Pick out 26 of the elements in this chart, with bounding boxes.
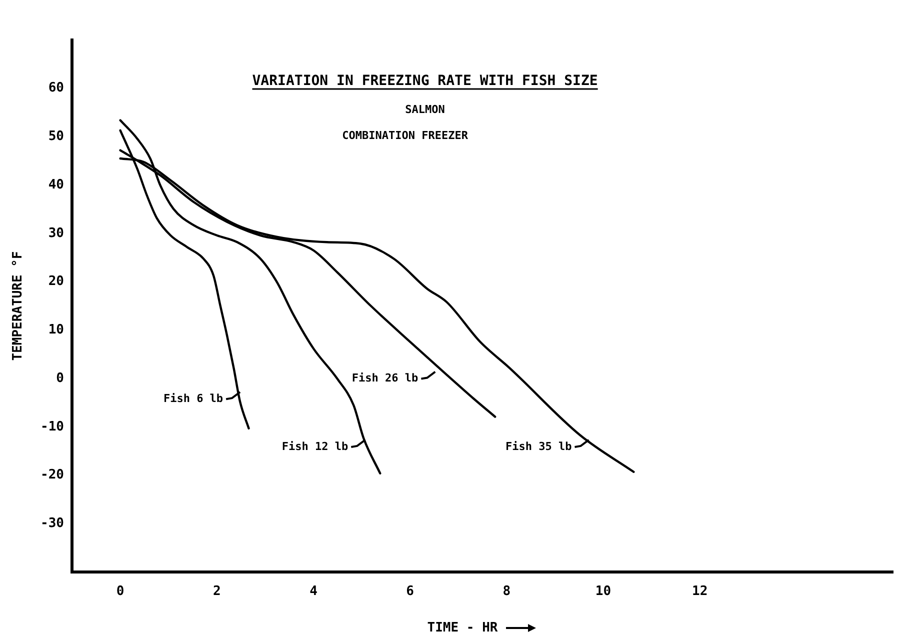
annotation: COMBINATION FREEZER: [342, 129, 468, 142]
x-tick-label: 0: [116, 584, 124, 600]
annotation: Fish 6 lb: [163, 392, 224, 405]
y-tick-label: 60: [48, 80, 64, 96]
y-tick-label: 30: [48, 226, 64, 241]
x-axis-title: TIME - HR: [427, 620, 498, 636]
text: VARIATION IN FREEZING RATE WITH FISH SIZE: [252, 73, 598, 89]
annotation: Fish 35 lb: [506, 440, 572, 453]
x-tick-label: 8: [502, 584, 511, 600]
x-tick-label: 4: [310, 584, 318, 600]
x-tick-label: 2: [212, 584, 221, 600]
annotation: Fish 26 lb: [352, 372, 419, 385]
y-tick-label: 50: [48, 129, 64, 144]
x-tick-label: 6: [406, 584, 414, 600]
x-tick-label: 12: [692, 584, 708, 600]
y-axis-title: TEMPERATURE °F: [10, 251, 26, 361]
y-tick-label: 40: [48, 177, 64, 192]
y-tick-label: 10: [48, 322, 64, 338]
y-tick-label: -20: [40, 468, 64, 483]
x-tick-label: 10: [595, 584, 612, 600]
y-tick-label: -30: [40, 516, 64, 532]
y-tick-label: 20: [48, 274, 64, 290]
y-tick-label: -10: [40, 419, 64, 434]
y-tick-label: 0: [56, 370, 64, 386]
annotation: Fish 12 lb: [282, 440, 349, 453]
text: SALMON: [405, 103, 445, 116]
